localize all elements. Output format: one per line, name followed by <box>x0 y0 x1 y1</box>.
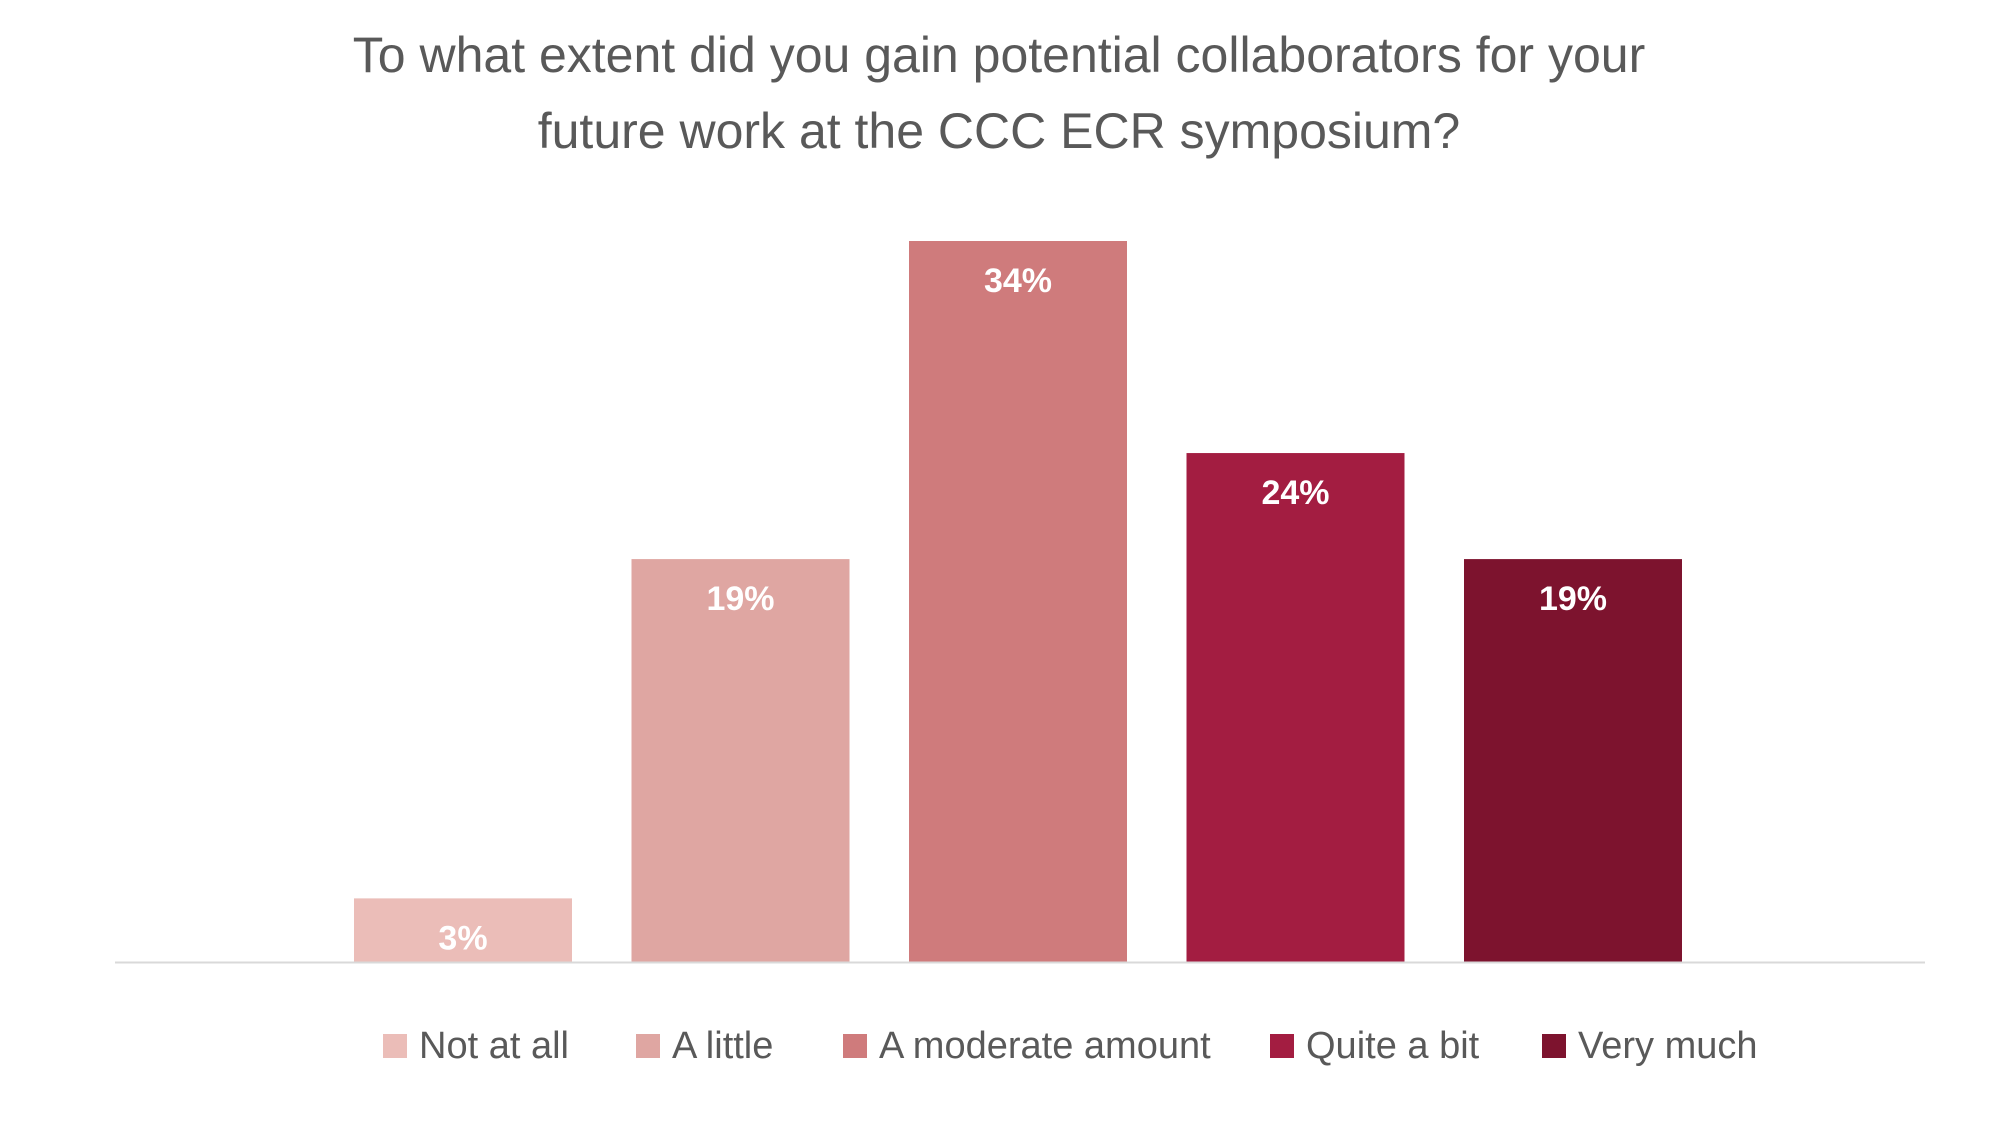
legend-item-not-at-all: Not at all <box>383 1025 569 1067</box>
legend: Not at all A little A moderate amount Quite… <box>383 1025 1758 1067</box>
chart-title-line-2: future work at the CCC ECR symposium? <box>538 103 1461 159</box>
legend-item-a-moderate-amount: A moderate amount <box>843 1025 1211 1067</box>
bar-a-little <box>631 559 850 962</box>
legend-label-not-at-all: Not at all <box>419 1025 569 1067</box>
data-labels: 3% 19% 34% 24% 19% <box>438 262 1607 957</box>
bar-a-moderate-amount <box>909 241 1127 962</box>
chart-title: To what extent did you gain potential co… <box>353 27 1645 159</box>
chart-title-line-1: To what extent did you gain potential co… <box>353 27 1645 83</box>
bar-quite-a-bit <box>1186 453 1405 962</box>
legend-label-very-much: Very much <box>1578 1025 1758 1067</box>
legend-label-a-moderate-amount: A moderate amount <box>879 1025 1211 1067</box>
legend-swatch-a-moderate-amount <box>843 1034 867 1058</box>
data-label-quite-a-bit: 24% <box>1261 474 1329 512</box>
legend-swatch-not-at-all <box>383 1034 407 1058</box>
legend-label-quite-a-bit: Quite a bit <box>1306 1025 1480 1067</box>
bar-very-much <box>1464 559 1682 962</box>
legend-swatch-a-little <box>636 1034 660 1058</box>
legend-item-a-little: A little <box>636 1025 773 1067</box>
legend-swatch-quite-a-bit <box>1270 1034 1294 1058</box>
legend-label-a-little: A little <box>672 1025 773 1067</box>
data-label-a-moderate-amount: 34% <box>984 262 1052 300</box>
data-label-very-much: 19% <box>1539 580 1607 618</box>
legend-item-quite-a-bit: Quite a bit <box>1270 1025 1480 1067</box>
data-label-a-little: 19% <box>706 580 774 618</box>
bar-not-at-all <box>354 898 572 962</box>
bars <box>354 241 1682 962</box>
legend-swatch-very-much <box>1542 1034 1566 1058</box>
legend-item-very-much: Very much <box>1542 1025 1758 1067</box>
data-label-not-at-all: 3% <box>438 919 487 957</box>
